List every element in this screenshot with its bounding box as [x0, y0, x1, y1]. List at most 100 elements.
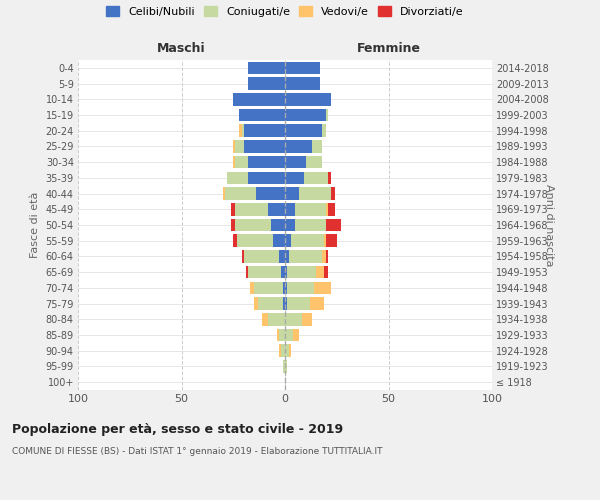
Bar	[233, 140, 235, 152]
Bar	[326, 250, 328, 262]
Y-axis label: Anni di nascita: Anni di nascita	[544, 184, 554, 266]
Bar	[227, 172, 248, 184]
Bar	[279, 328, 285, 342]
Bar	[285, 360, 287, 372]
Bar	[295, 203, 326, 215]
Bar	[283, 360, 285, 372]
Bar	[328, 203, 335, 215]
Bar	[285, 234, 291, 247]
Bar	[248, 266, 281, 278]
Bar	[285, 203, 295, 215]
Bar	[239, 124, 242, 137]
Bar	[272, 234, 285, 247]
Bar	[283, 282, 285, 294]
Bar	[258, 298, 283, 310]
Bar	[285, 108, 326, 122]
Bar	[242, 250, 244, 262]
Bar	[285, 344, 289, 357]
Bar	[285, 93, 331, 106]
Bar	[285, 282, 287, 294]
Bar	[235, 203, 268, 215]
Bar	[225, 188, 256, 200]
Bar	[285, 298, 287, 310]
Bar	[289, 344, 291, 357]
Bar	[233, 234, 238, 247]
Bar	[289, 250, 322, 262]
Bar	[325, 234, 326, 247]
Bar	[285, 62, 320, 74]
Bar	[277, 328, 279, 342]
Bar	[248, 78, 285, 90]
Bar	[295, 218, 326, 232]
Bar	[235, 140, 244, 152]
Bar	[248, 62, 285, 74]
Bar	[291, 234, 325, 247]
Bar	[285, 140, 312, 152]
Bar	[287, 298, 310, 310]
Bar	[312, 140, 322, 152]
Y-axis label: Fasce di età: Fasce di età	[30, 192, 40, 258]
Bar	[322, 250, 326, 262]
Bar	[325, 266, 328, 278]
Bar	[256, 188, 285, 200]
Bar	[293, 328, 299, 342]
Text: COMUNE DI FIESSE (BS) - Dati ISTAT 1° gennaio 2019 - Elaborazione TUTTITALIA.IT: COMUNE DI FIESSE (BS) - Dati ISTAT 1° ge…	[12, 448, 383, 456]
Bar	[285, 218, 295, 232]
Bar	[281, 266, 285, 278]
Bar	[285, 156, 306, 168]
Bar	[287, 266, 316, 278]
Bar	[242, 124, 244, 137]
Text: Popolazione per età, sesso e stato civile - 2019: Popolazione per età, sesso e stato civil…	[12, 422, 343, 436]
Bar	[239, 108, 285, 122]
Bar	[326, 108, 328, 122]
Bar	[314, 282, 331, 294]
Bar	[254, 298, 258, 310]
Bar	[322, 124, 326, 137]
Bar	[331, 188, 335, 200]
Bar	[248, 156, 285, 168]
Bar	[279, 250, 285, 262]
Bar	[268, 313, 285, 326]
Bar	[304, 172, 328, 184]
Bar	[244, 250, 279, 262]
Bar	[268, 203, 285, 215]
Text: Maschi: Maschi	[157, 42, 206, 55]
Bar	[316, 266, 325, 278]
Bar	[244, 140, 285, 152]
Bar	[287, 282, 314, 294]
Bar	[235, 156, 248, 168]
Bar	[233, 93, 285, 106]
Bar	[326, 234, 337, 247]
Bar	[231, 203, 235, 215]
Bar	[279, 344, 281, 357]
Bar	[285, 78, 320, 90]
Bar	[302, 313, 312, 326]
Bar	[299, 188, 331, 200]
Bar	[254, 282, 283, 294]
Text: Femmine: Femmine	[356, 42, 421, 55]
Bar	[306, 156, 322, 168]
Legend: Celibi/Nubili, Coniugati/e, Vedovi/e, Divorziati/e: Celibi/Nubili, Coniugati/e, Vedovi/e, Di…	[106, 6, 464, 17]
Bar	[223, 188, 225, 200]
Bar	[238, 234, 272, 247]
Bar	[248, 172, 285, 184]
Bar	[262, 313, 268, 326]
Bar	[271, 218, 285, 232]
Bar	[244, 124, 285, 137]
Bar	[285, 266, 287, 278]
Bar	[250, 282, 254, 294]
Bar	[235, 218, 271, 232]
Bar	[231, 218, 235, 232]
Bar	[326, 218, 341, 232]
Bar	[285, 172, 304, 184]
Bar	[285, 328, 293, 342]
Bar	[233, 156, 235, 168]
Bar	[281, 344, 285, 357]
Bar	[285, 188, 299, 200]
Bar	[283, 298, 285, 310]
Bar	[310, 298, 325, 310]
Bar	[328, 172, 331, 184]
Bar	[245, 266, 248, 278]
Bar	[285, 124, 322, 137]
Bar	[285, 250, 289, 262]
